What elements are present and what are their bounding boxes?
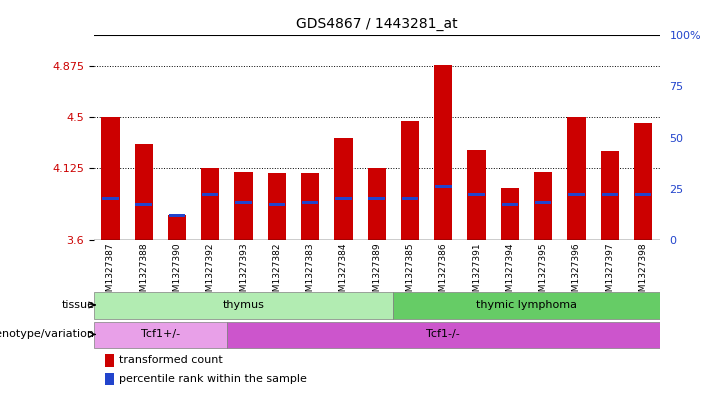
Bar — [135, 144, 153, 240]
Bar — [302, 202, 319, 204]
Bar — [368, 168, 386, 240]
Bar — [335, 197, 352, 200]
Bar — [202, 193, 218, 196]
Text: GSM1327392: GSM1327392 — [205, 242, 215, 303]
Bar — [434, 65, 453, 240]
Bar — [335, 138, 353, 240]
Text: thymic lymphoma: thymic lymphoma — [476, 300, 577, 310]
Text: tissue: tissue — [61, 300, 94, 310]
Text: GSM1327388: GSM1327388 — [139, 242, 149, 303]
Bar — [534, 172, 552, 240]
Text: GSM1327382: GSM1327382 — [273, 242, 281, 303]
Text: genotype/variation: genotype/variation — [0, 329, 94, 340]
Bar — [201, 168, 219, 240]
Text: GSM1327394: GSM1327394 — [505, 242, 514, 303]
Bar — [601, 151, 619, 240]
Text: GSM1327386: GSM1327386 — [439, 242, 448, 303]
Bar — [235, 202, 252, 204]
Text: GSM1327389: GSM1327389 — [372, 242, 381, 303]
Text: Tcf1+/-: Tcf1+/- — [141, 329, 180, 340]
Bar — [94, 292, 394, 319]
Bar — [136, 204, 152, 206]
Bar — [469, 193, 485, 196]
Bar — [169, 214, 185, 217]
Bar — [269, 204, 285, 206]
Text: GSM1327387: GSM1327387 — [106, 242, 115, 303]
Bar — [105, 373, 113, 385]
Text: Tcf1-/-: Tcf1-/- — [426, 329, 460, 340]
Bar — [101, 117, 120, 240]
Text: GSM1327390: GSM1327390 — [172, 242, 182, 303]
Bar — [105, 354, 113, 367]
Bar — [234, 172, 252, 240]
Bar — [502, 204, 518, 206]
Bar — [402, 197, 418, 200]
Bar — [634, 193, 651, 196]
Text: GDS4867 / 1443281_at: GDS4867 / 1443281_at — [296, 17, 458, 31]
Bar — [267, 173, 286, 240]
Bar — [301, 173, 319, 240]
Text: GSM1327383: GSM1327383 — [306, 242, 314, 303]
Text: GSM1327385: GSM1327385 — [405, 242, 415, 303]
Text: GSM1327395: GSM1327395 — [539, 242, 548, 303]
Bar — [435, 185, 451, 188]
Text: GSM1327391: GSM1327391 — [472, 242, 481, 303]
Bar — [401, 121, 419, 240]
Text: percentile rank within the sample: percentile rank within the sample — [119, 374, 307, 384]
Bar — [467, 150, 486, 240]
Bar — [168, 215, 186, 240]
Text: transformed count: transformed count — [119, 355, 223, 365]
Bar — [501, 188, 519, 240]
Bar — [227, 322, 660, 348]
Text: GSM1327398: GSM1327398 — [639, 242, 647, 303]
Bar — [102, 197, 119, 200]
Text: GSM1327384: GSM1327384 — [339, 242, 348, 303]
Bar — [601, 193, 618, 196]
Text: GSM1327393: GSM1327393 — [239, 242, 248, 303]
Bar — [634, 123, 653, 240]
Bar — [368, 197, 385, 200]
Bar — [568, 193, 585, 196]
Text: GSM1327397: GSM1327397 — [605, 242, 614, 303]
Bar — [535, 202, 552, 204]
Text: thymus: thymus — [223, 300, 265, 310]
Bar — [567, 117, 585, 240]
Bar — [94, 322, 227, 348]
Bar — [394, 292, 660, 319]
Text: GSM1327396: GSM1327396 — [572, 242, 581, 303]
